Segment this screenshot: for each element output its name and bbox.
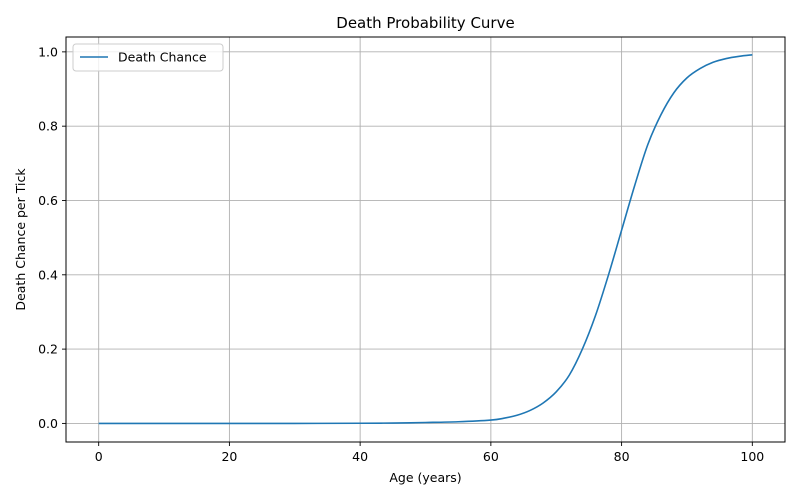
y-tick-label: 0.0 — [38, 416, 58, 431]
plot-frame — [65, 36, 786, 443]
y-tick-label: 0.2 — [38, 342, 58, 357]
chart-title: Death Probability Curve — [336, 14, 514, 32]
axis-ticks: 0 20 40 60 80 100 0.0 0.2 0.4 0.6 0.8 1.0 — [38, 44, 764, 464]
y-tick-label: 0.6 — [38, 193, 58, 208]
x-tick-label: 80 — [614, 449, 630, 464]
x-tick-label: 40 — [352, 449, 368, 464]
y-tick-label: 1.0 — [38, 44, 58, 59]
x-tick-label: 0 — [95, 449, 103, 464]
y-tick-label: 0.8 — [38, 119, 58, 134]
x-tick-label: 20 — [221, 449, 237, 464]
series-layer — [98, 54, 753, 425]
x-tick-label: 60 — [483, 449, 499, 464]
x-axis-label: Age (years) — [389, 470, 461, 485]
legend: Death Chance — [72, 43, 224, 72]
x-tick-label: 100 — [740, 449, 764, 464]
series-line-death-chance — [98, 54, 753, 425]
legend-box — [72, 43, 224, 72]
y-axis-label: Death Chance per Tick — [13, 168, 28, 311]
y-tick-label: 0.4 — [38, 267, 58, 282]
legend-label: Death Chance — [118, 50, 207, 65]
